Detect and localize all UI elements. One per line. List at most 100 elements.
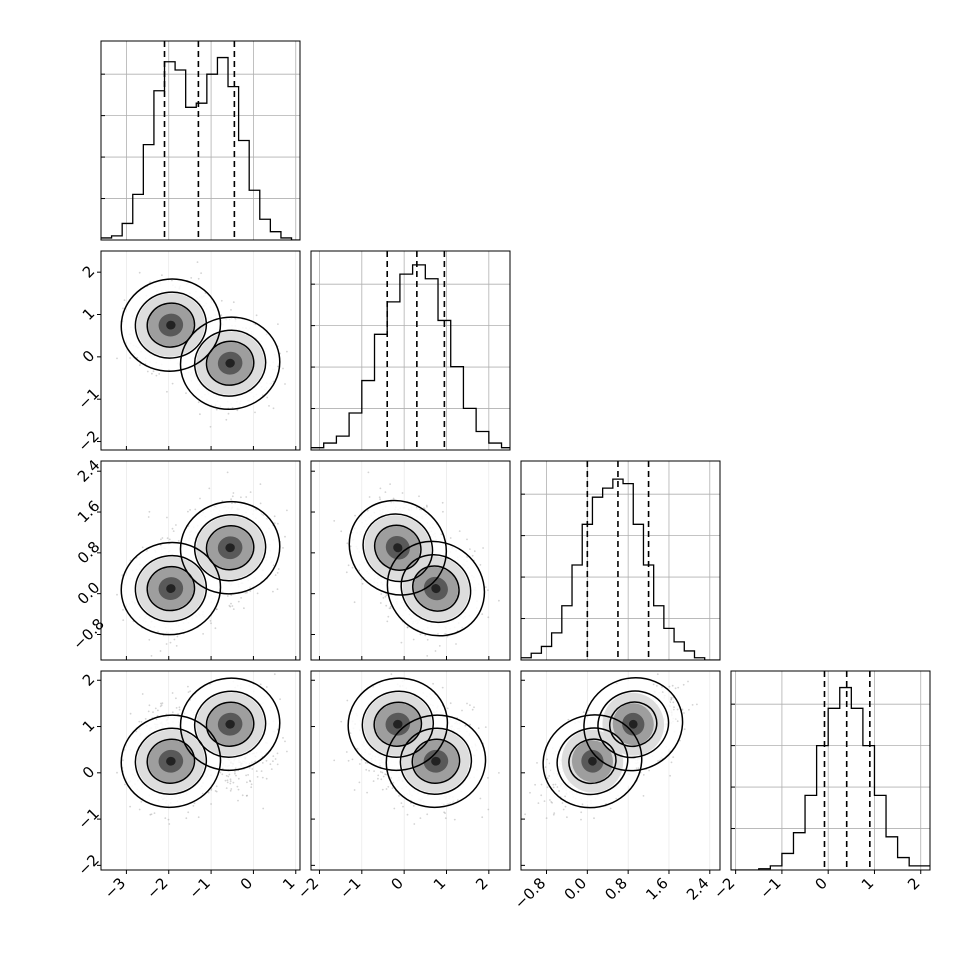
- tick-label-y-2-3: 1.6: [74, 497, 104, 527]
- contour-line-2: [205, 525, 255, 571]
- scatter-point: [282, 547, 284, 549]
- scatter-point: [122, 307, 124, 310]
- contour-line-0: [120, 278, 222, 372]
- scatter-point: [392, 497, 395, 500]
- scatter-point: [138, 271, 141, 274]
- scatter-point: [265, 759, 268, 762]
- scatter-point: [272, 755, 275, 757]
- contour-line-1: [134, 554, 208, 623]
- scatter-point: [228, 604, 231, 607]
- panel-frame: [310, 460, 511, 661]
- scatter-point: [268, 405, 270, 407]
- scatter-point: [351, 566, 354, 569]
- tick-label-y-2-0: −0.8: [69, 615, 107, 653]
- scatter-point: [232, 301, 235, 304]
- scatter-point: [171, 279, 173, 282]
- scatter-point: [199, 413, 201, 416]
- scatter-point: [136, 356, 139, 359]
- scatter-point: [277, 522, 279, 525]
- scatter-point: [138, 364, 141, 367]
- scatter-point: [124, 783, 126, 786]
- scatter-point: [220, 299, 223, 302]
- scatter-point: [261, 394, 264, 397]
- scatter-point: [259, 502, 262, 505]
- scatter-point: [166, 516, 168, 519]
- scatter-point: [455, 643, 457, 645]
- scatter-point: [175, 524, 177, 526]
- scatter-point: [368, 496, 371, 498]
- scatter-point: [141, 693, 144, 695]
- contour-line-2: [205, 340, 255, 386]
- scatter-point: [171, 527, 174, 530]
- scatter-point: [286, 509, 288, 512]
- scatter-point: [246, 781, 248, 784]
- contour-line-1: [400, 554, 472, 624]
- scatter-point: [389, 607, 392, 609]
- contour-line-0: [348, 499, 448, 596]
- scatter-point: [230, 309, 232, 311]
- scatter-point: [189, 509, 192, 511]
- scatter-point: [301, 565, 303, 567]
- panel-frame: [100, 40, 301, 241]
- scatter-point: [426, 655, 429, 657]
- scatter-point: [406, 626, 409, 629]
- scatter-point: [231, 495, 234, 498]
- density-area: [116, 461, 303, 660]
- scatter-point: [116, 593, 118, 596]
- scatter-point: [272, 590, 274, 593]
- density-level-4: [166, 584, 176, 593]
- tick-label-y-1-4: 2: [79, 262, 98, 281]
- scatter-point: [367, 471, 370, 474]
- contour-line-0: [179, 316, 281, 411]
- scatter-point: [243, 607, 245, 610]
- scatter-point: [384, 595, 387, 598]
- scatter-point: [419, 633, 422, 636]
- scatter-point: [379, 487, 382, 490]
- scatter-point: [484, 586, 487, 588]
- scatter-point: [178, 708, 181, 711]
- scatter-point: [193, 802, 196, 805]
- panel-1-1: [310, 250, 511, 451]
- scatter-point: [270, 768, 273, 770]
- scatter-point: [400, 641, 403, 644]
- scatter-point: [230, 602, 232, 605]
- contour-line-2: [146, 302, 196, 348]
- scatter-point: [272, 380, 275, 383]
- scatter-point: [123, 299, 126, 302]
- scatter-point: [148, 510, 151, 513]
- tick-label-y-2-1: 0.0: [74, 579, 104, 609]
- panel-frame: [310, 250, 511, 451]
- panel-frame: [100, 460, 301, 661]
- scatter-point: [301, 338, 303, 340]
- scatter-point: [173, 638, 176, 641]
- scatter-point: [161, 537, 164, 539]
- scatter-point: [385, 594, 388, 596]
- density-level-4: [431, 584, 441, 594]
- scatter-point: [165, 643, 168, 645]
- scatter-point: [441, 501, 444, 504]
- scatter-point: [274, 574, 277, 576]
- scatter-point: [159, 650, 162, 652]
- scatter-point: [340, 530, 343, 533]
- scatter-point: [276, 763, 279, 766]
- histogram-0: [101, 56, 300, 240]
- scatter-point: [389, 483, 391, 485]
- scatter-point: [273, 673, 276, 676]
- tick-label-y-1-1: −1: [74, 385, 102, 413]
- scatter-point: [346, 542, 349, 545]
- scatter-point: [412, 638, 415, 641]
- scatter-point: [246, 591, 248, 594]
- contour-line-1: [193, 514, 267, 582]
- scatter-point: [116, 357, 118, 360]
- scatter-point: [438, 645, 441, 647]
- scatter-point: [255, 314, 258, 317]
- histogram-2: [521, 478, 720, 660]
- gridlines: [101, 41, 300, 240]
- scatter-point: [426, 505, 428, 508]
- panel-2-0: −0.80.00.81.62.4: [69, 456, 303, 661]
- scatter-point: [471, 554, 474, 557]
- scatter-point: [255, 508, 257, 511]
- tick-label-y-1-3: 1: [79, 304, 98, 323]
